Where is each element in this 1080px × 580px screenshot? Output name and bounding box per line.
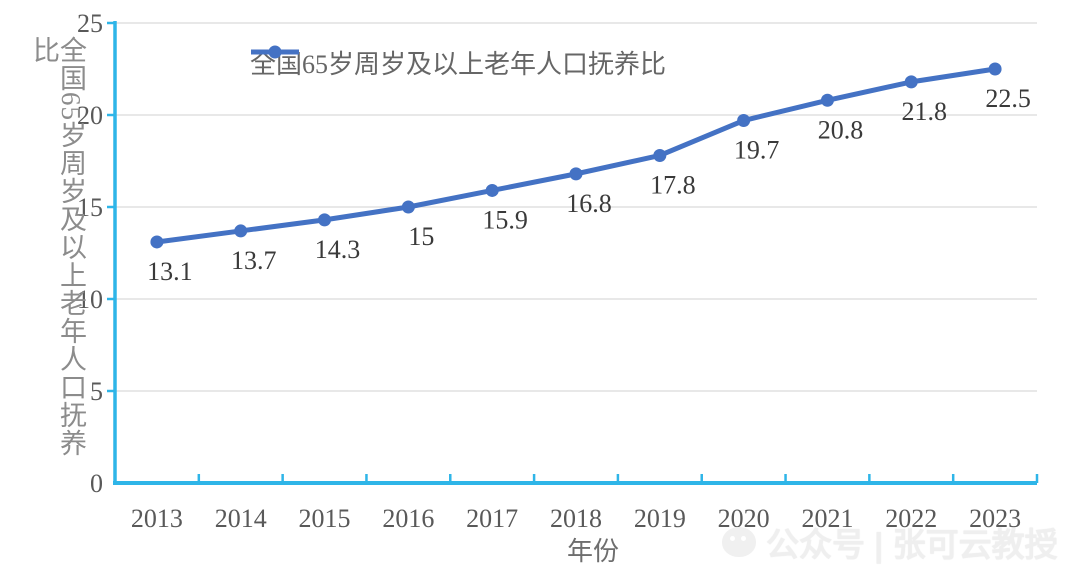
x-tick-label: 2022 [885,504,937,533]
x-tick-label: 2019 [634,504,686,533]
x-tick-label: 2023 [969,504,1021,533]
data-point-marker [820,93,834,107]
data-point-label: 22.5 [985,84,1031,113]
y-tick-label: 5 [90,377,103,406]
y-tick-label: 25 [77,9,103,38]
data-point-label: 13.1 [147,257,193,286]
data-point-label: 13.7 [231,246,277,275]
x-axis-title: 年份 [566,537,619,566]
data-point-label: 15.9 [482,205,528,234]
data-point-label: 20.8 [818,115,864,144]
x-tick-label: 2015 [299,504,351,533]
data-point-label: 15 [408,222,434,251]
data-point-marker [569,167,583,181]
data-point-marker [234,224,248,238]
x-tick-label: 2016 [382,504,434,533]
y-tick-label: 10 [77,285,103,314]
data-point-marker [737,114,751,128]
data-point-marker [653,148,667,162]
data-point-label: 19.7 [734,136,780,165]
x-tick-label: 2013 [131,504,183,533]
x-tick-label: 2014 [215,504,267,533]
data-point-marker [904,75,918,89]
y-tick-label: 15 [77,193,103,222]
data-point-marker [318,213,332,227]
x-tick-label: 2017 [466,504,518,533]
x-tick-label: 2018 [550,504,602,533]
watermark-text: 公众号 | 张可云教授 [766,526,1058,563]
data-point-marker [401,200,415,214]
data-point-label: 21.8 [902,97,948,126]
x-tick-label: 2021 [801,504,853,533]
data-point-marker [485,183,499,197]
data-point-label: 17.8 [650,170,696,199]
data-point-marker [988,62,1002,76]
watermark: 公众号 | 张可云教授 [722,518,1058,566]
wechat-icon [722,527,756,557]
data-point-label: 14.3 [315,235,361,264]
legend-line-marker-icon [251,45,299,59]
y-tick-label: 0 [90,469,103,498]
data-point-label: 16.8 [566,189,612,218]
y-tick-label: 20 [77,101,103,130]
legend: 全国65岁周岁及以上老年人口抚养比 [250,44,666,81]
legend-label: 全国65岁周岁及以上老年人口抚养比 [250,50,667,79]
data-point-marker [150,235,164,249]
y-axis-title: 全国65岁周岁及以上老年人口抚养比 [29,36,86,457]
